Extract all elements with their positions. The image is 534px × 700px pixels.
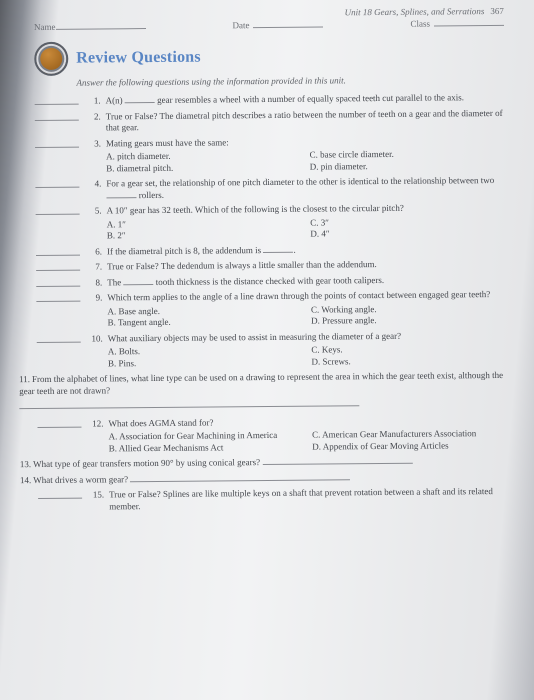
question-8: 8. The tooth thickness is the distance c… <box>36 274 506 290</box>
question-4: 4. For a gear set, the relationship of o… <box>35 175 505 202</box>
class-label: Class <box>410 19 430 29</box>
question-1: 1. A(n) gear resembles a wheel with a nu… <box>35 92 505 108</box>
option-b: B. 2″ <box>107 229 303 242</box>
medal-icon <box>34 42 68 76</box>
option-d: D. Pressure angle. <box>311 314 507 327</box>
question-5: 5. A 10″ gear has 32 teeth. Which of the… <box>36 202 506 243</box>
question-13: 13.What type of gear transfers motion 90… <box>20 455 508 471</box>
date-field-line <box>253 19 323 28</box>
true-false-label: True or False? The diametral pitch descr… <box>106 107 503 132</box>
question-9: 9. Which term applies to the angle of a … <box>36 289 506 330</box>
option-d: D. 4″ <box>310 227 506 240</box>
option-b: B. Allied Gear Mechanisms Act <box>109 442 305 455</box>
option-b: B. Pins. <box>108 356 304 369</box>
question-6: 6. If the diametral pitch is 8, the adde… <box>36 243 506 259</box>
page-number: 367 <box>490 6 504 16</box>
question-list: 1. A(n) gear resembles a wheel with a nu… <box>35 92 509 514</box>
question-7: 7. True or False? The dedendum is always… <box>36 258 506 274</box>
unit-label: Unit 18 Gears, Splines, and Serrations <box>345 6 485 17</box>
name-field-line <box>55 21 145 30</box>
question-15: 15. True or False? Splines are like mult… <box>38 486 508 513</box>
question-14: 14.What drives a worm gear? <box>20 471 508 487</box>
question-11: 11.From the alphabet of lines, what line… <box>19 370 507 413</box>
option-d: D. pin diameter. <box>310 159 506 172</box>
page-title: Review Questions <box>76 49 201 68</box>
question-12: 12. What does AGMA stand for? A. Associa… <box>37 415 507 456</box>
question-3: 3. Mating gears must have the same: A. p… <box>35 134 505 175</box>
instruction-text: Answer the following questions using the… <box>76 74 504 88</box>
question-10: 10. What auxiliary objects may be used t… <box>37 330 507 371</box>
option-b: B. diametral pitch. <box>106 161 302 174</box>
option-d: D. Appendix of Gear Moving Articles <box>312 440 508 453</box>
name-label: Name <box>34 22 56 32</box>
class-field-line <box>434 18 504 27</box>
option-b: B. Tangent angle. <box>108 316 304 329</box>
option-d: D. Screws. <box>311 355 507 368</box>
question-2: 2. True or False? The diametral pitch de… <box>35 107 505 134</box>
date-label: Date <box>232 20 249 30</box>
